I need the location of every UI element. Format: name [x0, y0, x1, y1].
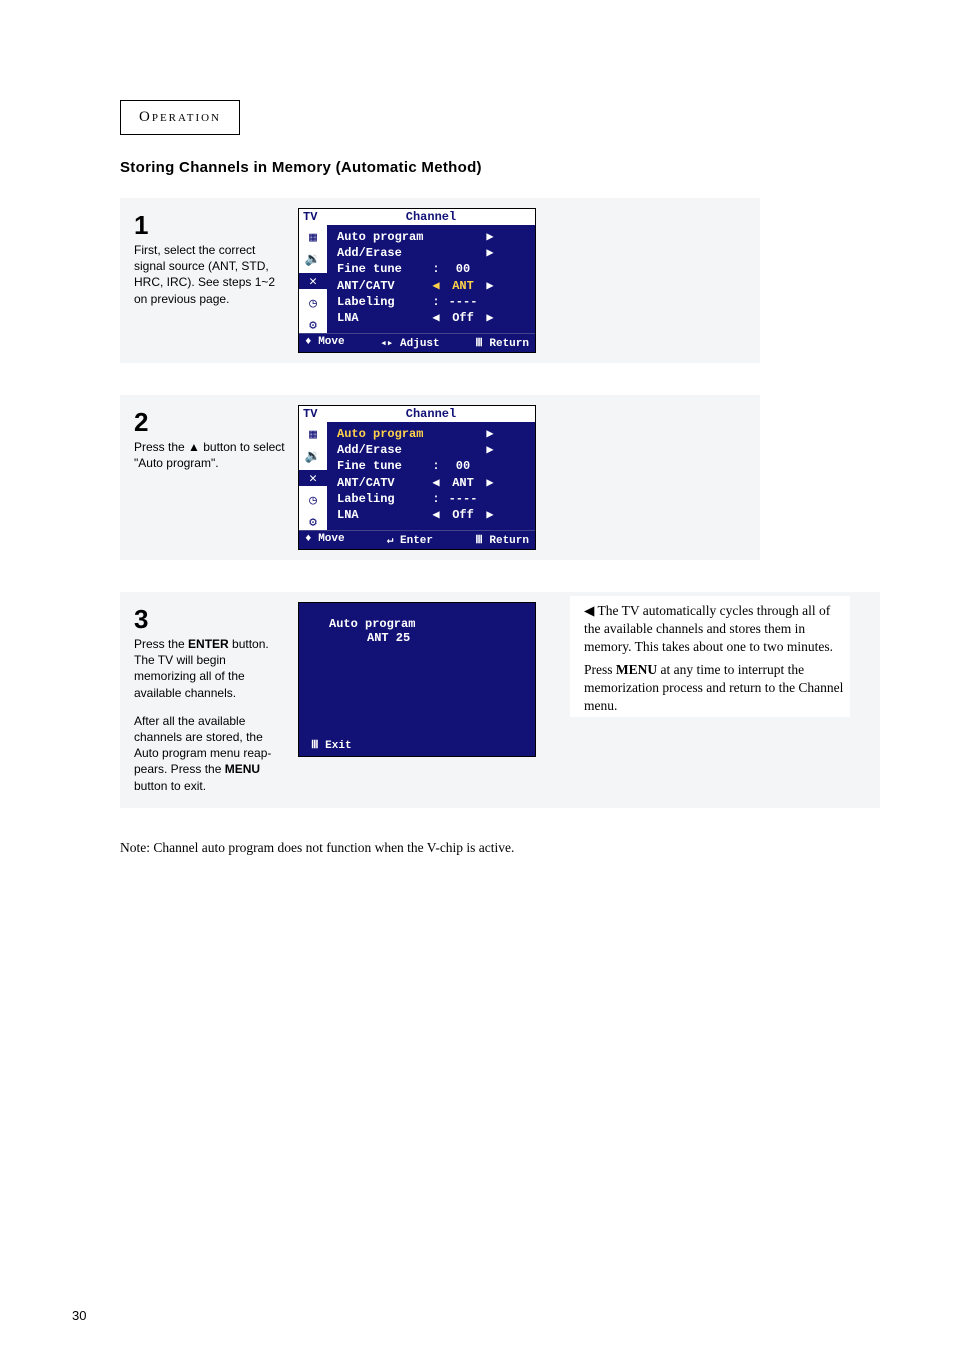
osd-row-lna: LNA	[337, 310, 429, 326]
step-2-text: Press the ▲ button to select "Auto progr…	[134, 439, 290, 471]
osd-icon-column: ▦ 🔉 ✕ ◷ ⚙	[299, 225, 327, 333]
triangle-left-icon: ◀	[584, 603, 598, 618]
osd-lna-val: Off	[443, 507, 483, 523]
clock-icon: ◷	[304, 492, 322, 508]
osd-row-add: Add/Erase	[337, 442, 429, 458]
osd-ant-val: ANT	[443, 278, 483, 294]
step-3-number: 3	[134, 606, 290, 632]
step-3-text-1: Press the ENTER button. The TV will begi…	[134, 636, 290, 701]
osd-row-labeling: Labeling	[337, 294, 429, 310]
osd-label-val: ----	[443, 491, 483, 507]
setup-icon: ⚙	[304, 317, 322, 333]
osd-row-auto-hl: Auto program	[337, 426, 429, 442]
osd-ant-val: ANT	[443, 475, 483, 491]
osd-fine-val: 00	[443, 261, 483, 277]
step-2-osd: TV Channel ▦ 🔉 ✕ ◷ ⚙ Auto program▶ Add/E…	[298, 405, 536, 550]
sound-icon: 🔉	[304, 251, 322, 267]
osd-label-val: ----	[443, 294, 483, 310]
step-1-number: 1	[134, 212, 290, 238]
step-3: 3 Press the ENTER button. The TV will be…	[120, 592, 880, 808]
osd-footer-move: ♦ Move	[305, 336, 345, 350]
osd-lna-val: Off	[443, 310, 483, 326]
osd-row-fine: Fine tune	[337, 261, 429, 277]
osd-simple-line1: Auto program	[311, 617, 523, 631]
osd-tv-label: TV	[303, 210, 331, 224]
osd-footer-enter: ↵ Enter	[387, 533, 433, 547]
osd-footer-adjust: ◂▸ Adjust	[380, 336, 439, 350]
osd-row-add: Add/Erase	[337, 245, 429, 261]
osd-icon-column: ▦ 🔉 ✕ ◷ ⚙	[299, 422, 327, 530]
picture-icon: ▦	[304, 229, 322, 245]
step-2-text-col: 2 Press the ▲ button to select "Auto pro…	[130, 405, 298, 550]
osd-footer-return: Ⅲ Return	[475, 336, 529, 350]
step-1: 1 First, select the correct signal sourc…	[120, 198, 760, 363]
side-note-p1: The TV automatically cycles through all …	[584, 603, 833, 654]
section-header: Operation	[120, 100, 240, 135]
osd-simple-line2: ANT 25	[311, 631, 523, 645]
osd-header-title: Channel	[331, 407, 531, 421]
osd-row-ant: ANT/CATV	[337, 475, 429, 491]
page-number: 30	[72, 1308, 86, 1323]
step-3-text-2: After all the available channels are sto…	[134, 713, 290, 794]
step-2-number: 2	[134, 409, 290, 435]
page-title: Storing Channels in Memory (Automatic Me…	[120, 159, 874, 176]
step-3-osd: Auto program ANT 25 Ⅲ Exit	[298, 602, 536, 798]
osd-row-ant: ANT/CATV	[337, 278, 429, 294]
side-note: ◀ The TV automatically cycles through al…	[570, 596, 850, 717]
osd-row-fine: Fine tune	[337, 458, 429, 474]
osd-header-title: Channel	[331, 210, 531, 224]
osd-simple-exit: Ⅲ Exit	[311, 738, 523, 752]
step-2: 2 Press the ▲ button to select "Auto pro…	[120, 395, 760, 560]
osd-row-labeling: Labeling	[337, 491, 429, 507]
picture-icon: ▦	[304, 426, 322, 442]
sound-icon: 🔉	[304, 448, 322, 464]
channel-icon: ✕	[299, 470, 327, 486]
osd-footer-move: ♦ Move	[305, 533, 345, 547]
channel-icon: ✕	[299, 273, 327, 289]
osd-footer-return: Ⅲ Return	[475, 533, 529, 547]
footnote: Note: Channel auto program does not func…	[120, 840, 874, 856]
osd-row-lna: LNA	[337, 507, 429, 523]
osd-fine-val: 00	[443, 458, 483, 474]
step-1-text-col: 1 First, select the correct signal sourc…	[130, 208, 298, 353]
osd-row-auto: Auto program	[337, 229, 429, 245]
step-1-osd: TV Channel ▦ 🔉 ✕ ◷ ⚙ Auto program▶ Add/E…	[298, 208, 536, 353]
clock-icon: ◷	[304, 295, 322, 311]
setup-icon: ⚙	[304, 514, 322, 530]
step-1-text: First, select the correct signal source …	[134, 242, 290, 307]
step-3-text-col: 3 Press the ENTER button. The TV will be…	[130, 602, 298, 798]
osd-tv-label: TV	[303, 407, 331, 421]
